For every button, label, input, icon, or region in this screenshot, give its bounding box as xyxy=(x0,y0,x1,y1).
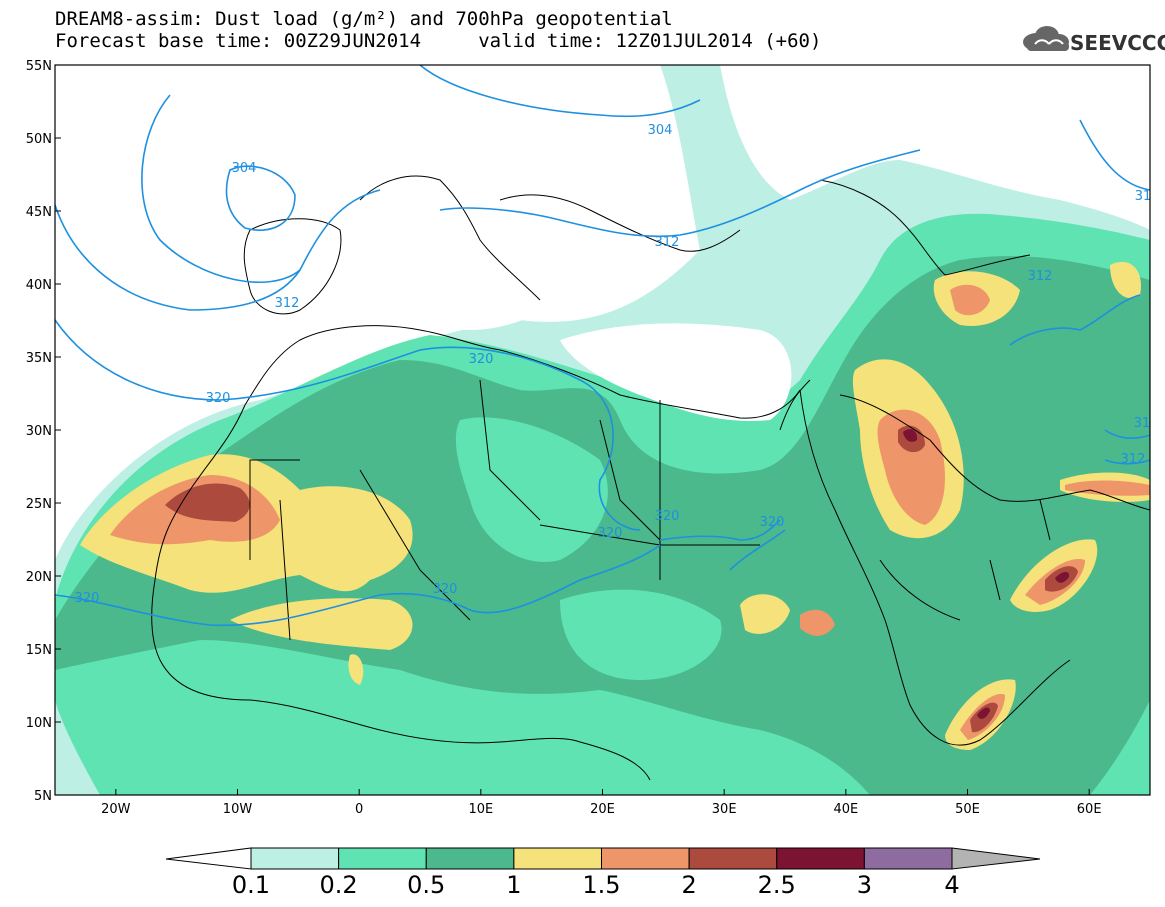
lon-label: 20W xyxy=(101,802,131,817)
colorbar-tick-label: 2.5 xyxy=(758,871,796,899)
dust-band-1.5-g xyxy=(800,609,835,636)
lat-label: 5N xyxy=(34,789,52,804)
lon-label: 10W xyxy=(223,802,253,817)
contour-label: 31 xyxy=(1135,189,1152,204)
colorbar-tick-label: 1 xyxy=(506,871,521,899)
colorbar-tick-label: 0.2 xyxy=(320,871,358,899)
dust-band-2.5-b xyxy=(1055,571,1070,583)
dust-band-1.5-f xyxy=(1065,480,1150,496)
colorbar-swatch xyxy=(250,847,340,870)
contour-labels: 304 304 312 312 320 320 320 320 320 320 … xyxy=(206,123,1152,597)
contour-label: 31 xyxy=(1134,416,1151,431)
dust-band-1-b xyxy=(230,598,413,650)
colorbar-tick-label: 0.5 xyxy=(407,871,445,899)
colorbar-swatch xyxy=(688,847,778,870)
colorbar-swatch xyxy=(601,847,690,870)
cloud-icon xyxy=(1023,26,1069,51)
lat-label: 55N xyxy=(26,59,52,74)
longitude-axis: 20W 10W 0 10E 20E 30E 40E 50E 60E xyxy=(101,789,1102,817)
contour-label-1: 312 xyxy=(1121,452,1146,467)
contour-label: 312 xyxy=(275,296,300,311)
lon-label: 40E xyxy=(833,802,858,817)
no-dust-area-b xyxy=(760,65,1150,210)
contour-label: 320 xyxy=(206,391,231,406)
lat-label: 10N xyxy=(26,716,52,731)
map-title: DREAM8-assim: Dust load (g/m²) and 700hP… xyxy=(55,8,673,30)
colorbar-swatch xyxy=(338,847,427,870)
geopotential-contours xyxy=(55,65,1150,627)
forecast-time-line: Forecast base time: 00Z29JUN2014 valid t… xyxy=(55,30,822,52)
lat-label: 25N xyxy=(26,497,52,512)
colorbar-tick-label: 0.1 xyxy=(232,871,270,899)
contour-label: 320 xyxy=(655,509,680,524)
lat-label: 40N xyxy=(26,278,52,293)
lat-label: 20N xyxy=(26,570,52,585)
coastlines xyxy=(151,175,1150,781)
contour-label: 312 xyxy=(1028,269,1053,284)
contour-label: 312 xyxy=(655,235,680,250)
dust-band-1-j xyxy=(348,654,364,685)
contour-label: 304 xyxy=(232,161,257,176)
seevccc-logo xyxy=(1023,26,1069,51)
dust-band-2 xyxy=(165,483,250,522)
lon-label: 0 xyxy=(355,802,363,817)
contour-label: 320 xyxy=(433,582,458,597)
colorbar-tick-label: 1.5 xyxy=(582,871,620,899)
lat-label: 15N xyxy=(26,643,52,658)
colorbar-tick-label: 4 xyxy=(944,871,959,899)
colorbar-tick-label: 3 xyxy=(857,871,872,899)
colorbar-swatch xyxy=(863,847,953,870)
colorbar-over-arrow xyxy=(951,847,1041,870)
colorbar-tick-label: 2 xyxy=(681,871,696,899)
lat-label: 45N xyxy=(26,205,52,220)
dust-band-2.5 xyxy=(903,429,918,442)
dust-band-1-f xyxy=(740,594,790,634)
colorbar-under-arrow xyxy=(165,847,252,870)
logo-text: SEEVCCC xyxy=(1070,31,1165,55)
lon-label: 10E xyxy=(468,802,493,817)
dust-band-1-i xyxy=(1110,261,1141,299)
colorbar-swatch xyxy=(425,847,515,870)
lon-label: 20E xyxy=(590,802,615,817)
colorbar: 0.1 0.2 0.5 1 1.5 2 2.5 3 4 xyxy=(165,847,1041,899)
contour-label: 304 xyxy=(648,123,673,138)
lon-label: 60E xyxy=(1077,802,1102,817)
lon-label: 50E xyxy=(955,802,980,817)
lat-label: 35N xyxy=(26,351,52,366)
contour-label: 320 xyxy=(469,352,494,367)
lat-label: 30N xyxy=(26,424,52,439)
dust-band-1.5-e xyxy=(950,284,990,316)
colorbar-swatch xyxy=(776,847,865,870)
dust-band-2.5-c xyxy=(977,707,990,719)
dust-band-0.2-inner xyxy=(455,417,608,562)
lat-label: 50N xyxy=(26,132,52,147)
lon-label: 30E xyxy=(712,802,737,817)
contour-label-2: 320 xyxy=(75,591,100,606)
contour-label: 320 xyxy=(598,526,623,541)
contour-label: 320 xyxy=(760,515,785,530)
latitude-axis: 55N 50N 45N 40N 35N 30N 25N 20N 15N 10N 5N xyxy=(26,59,61,804)
no-dust-area xyxy=(55,65,660,420)
no-dust-area-c xyxy=(560,323,792,421)
dust-band-0.2-inner-c xyxy=(214,677,340,751)
colorbar-swatch xyxy=(513,847,602,870)
dust-band-0.2-inner-b xyxy=(560,589,722,680)
